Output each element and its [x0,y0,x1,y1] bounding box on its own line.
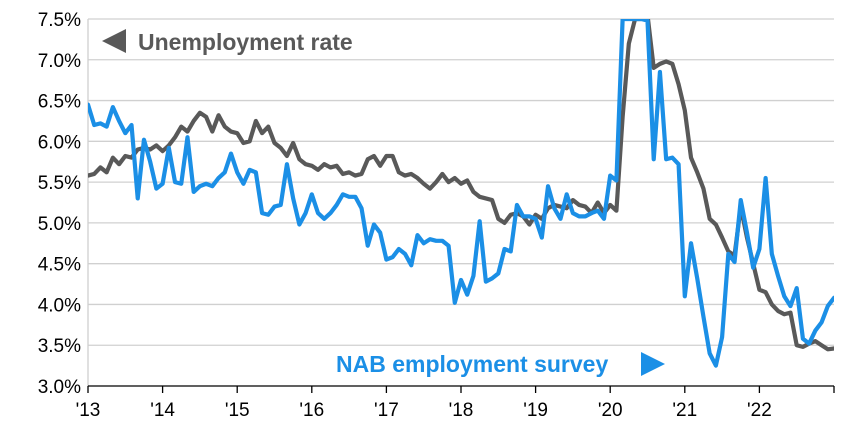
y-tick-label: 3.5% [38,336,81,357]
nab-employment-survey-line [88,19,834,368]
y-tick-label: 3.0% [38,377,81,398]
x-tick-label: '20 [598,400,623,421]
y-tick-label: 5.0% [38,214,81,235]
y-tick-label: 4.0% [38,295,81,316]
x-tick-label: '13 [76,400,101,421]
y-tick-label: 4.5% [38,255,81,276]
y-tick-label: 6.0% [38,132,81,153]
x-tick-label: '19 [523,400,548,421]
x-axis: '13 '14 '15 '16 '17 '18 '19 '20 '21 '22 [76,385,835,421]
left-arrow-icon [102,29,126,53]
x-tick-label: '17 [374,400,399,421]
x-tick-label: '21 [672,400,697,421]
nab-employment-survey-label: NAB employment survey [336,351,608,377]
y-axis-tick-labels: 3.0% 3.5% 4.0% 4.5% 5.0% 5.5% 6.0% 6.5% 7.0% 7.5% [38,10,81,398]
x-tick-label: '14 [150,400,175,421]
series-lines [88,19,834,368]
unemployment-rate-label: Unemployment rate [138,29,353,55]
x-tick-label: '18 [449,400,474,421]
x-tick-label: '16 [299,400,324,421]
y-tick-label: 5.5% [38,173,81,194]
annotations: Unemployment rate NAB employment survey [102,29,665,377]
right-arrow-icon [641,352,665,376]
y-tick-label: 6.5% [38,92,81,113]
x-tick-label: '15 [225,400,250,421]
y-tick-label: 7.5% [38,10,81,31]
x-tick-label: '22 [747,400,772,421]
y-tick-label: 7.0% [38,51,81,72]
